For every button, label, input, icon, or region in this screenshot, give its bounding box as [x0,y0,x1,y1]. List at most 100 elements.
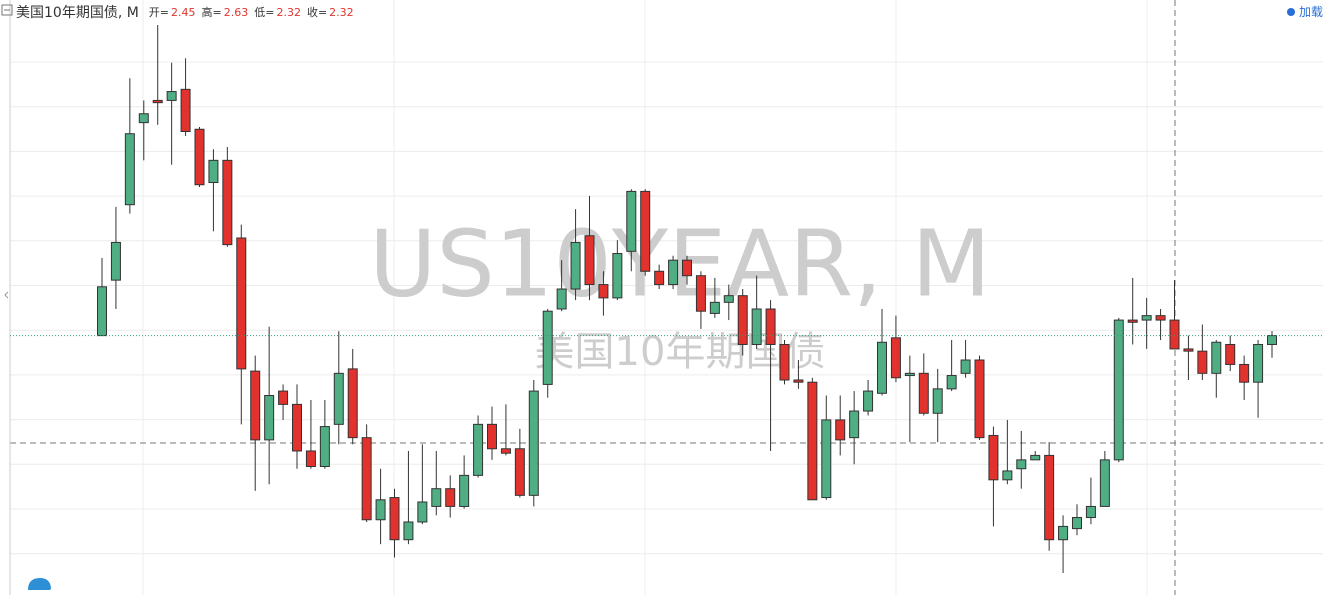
candle-body [1099,459,1110,507]
candle-body [403,521,414,541]
candle-body [1183,348,1194,352]
candle-body [514,448,525,496]
high-label: 高= [201,6,222,19]
left-arrow[interactable] [4,291,9,299]
candle-body [918,372,929,414]
candle-body [988,434,999,481]
watermark: US10YEAR, M [369,210,991,317]
candle-body [793,379,804,383]
candle-body [626,190,637,252]
candle-body [389,497,400,541]
candle-body [807,381,818,501]
candle-body [765,308,776,345]
candle-body [723,295,734,303]
candle-body [904,372,915,377]
candle-body [835,419,846,441]
candle-body [166,91,177,101]
load-dot [1286,7,1295,16]
candle-body [1239,363,1250,383]
candle-body [180,88,191,132]
candle-body [1127,319,1138,323]
candle-body [556,288,567,310]
candle-body [152,99,163,104]
candle-body [278,390,289,405]
candle-body [654,270,665,286]
candle-body [821,419,832,499]
low-label: 低= [254,6,275,19]
candle-body [640,190,651,272]
candle-body [319,426,330,468]
high-value: 2.63 [223,5,249,19]
load-button[interactable]: 加载 [1286,3,1323,20]
candle-body [361,437,372,521]
candle-body [598,284,609,299]
candle-body [1197,350,1208,374]
candle-body [751,308,762,345]
candle-body [1058,525,1069,541]
open-label: 开= [148,6,170,19]
candle-body [375,499,386,521]
low-value: 2.32 [276,5,301,19]
candle-body [1169,319,1180,350]
candle-body [445,488,456,507]
candle-body [890,337,901,379]
candle-body [305,450,316,468]
candle-body [347,368,358,439]
candle-body [333,372,344,425]
candle-body [946,375,957,390]
candle-body [528,390,539,496]
candle-body [97,286,107,337]
candle-body [612,253,623,299]
candle-body [1113,319,1124,461]
candle-body [124,133,135,206]
candle-body [250,370,261,441]
candle-body [1030,454,1041,461]
logo[interactable] [28,578,51,590]
candle-body [487,423,497,450]
candle-body [542,310,553,385]
candle-body [695,275,706,312]
candle-body [1072,517,1082,530]
candle-body [1085,505,1096,519]
candle-body [1044,454,1055,541]
candle-body [208,159,219,184]
candle-body [1211,341,1222,374]
candle-body [1155,315,1166,321]
candle-body [417,501,428,523]
symbol-title: 美国10年期国债, M [16,5,139,21]
candle-body [473,423,484,476]
candle-body [737,295,748,345]
candle-body [584,235,595,286]
candle-body [292,403,302,452]
candle-body [138,113,149,124]
watermark-subtitle: 美国10年期国债 [535,329,826,375]
candle-body [960,359,971,374]
candle-body [682,259,692,277]
candle-body [974,359,985,439]
candle-body [1225,343,1236,365]
candle-body [779,343,790,381]
candle-body [264,395,275,441]
close-value: 2.32 [329,5,354,19]
collapse-box[interactable] [1,4,13,16]
load-text[interactable]: 加载 [1298,5,1323,19]
candle-body [709,301,720,314]
candle-body [1002,470,1013,481]
open-value: 2.45 [171,5,196,19]
candle-body [500,448,511,454]
candle-body [863,390,874,412]
candle-body [877,341,887,394]
candles [10,25,1323,573]
candle-body [1016,459,1027,470]
candle-body [1253,343,1264,383]
candle-body [849,410,860,439]
legend-header: 美国10年期国债, M 开= 2.45 高= 2.63 低= 2.32 收= 2… [16,3,354,21]
candle-body [668,259,679,286]
candle-body [1141,315,1152,321]
close-label: 收= [306,6,328,19]
candle-body [932,388,943,414]
candle-body [570,241,581,290]
candle-body [1267,335,1277,345]
